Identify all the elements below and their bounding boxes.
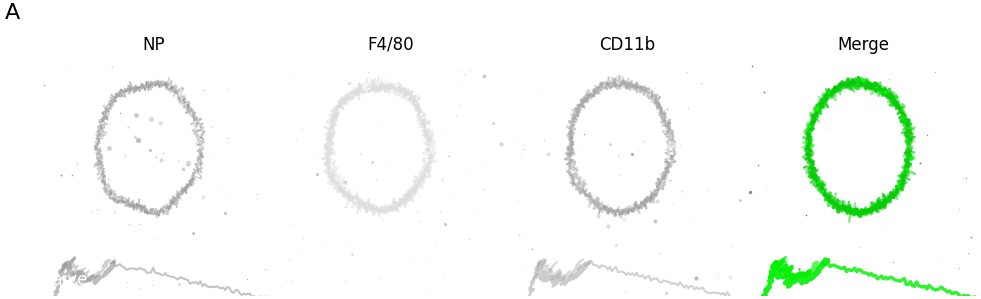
Text: NP: NP bbox=[142, 36, 165, 54]
Text: CD11b: CD11b bbox=[599, 36, 655, 54]
Text: Merge: Merge bbox=[838, 36, 890, 54]
Text: Naive: Naive bbox=[40, 271, 87, 289]
Text: F4/80: F4/80 bbox=[367, 36, 414, 54]
Text: A: A bbox=[5, 3, 21, 23]
Text: 100 µm: 100 µm bbox=[926, 63, 950, 68]
